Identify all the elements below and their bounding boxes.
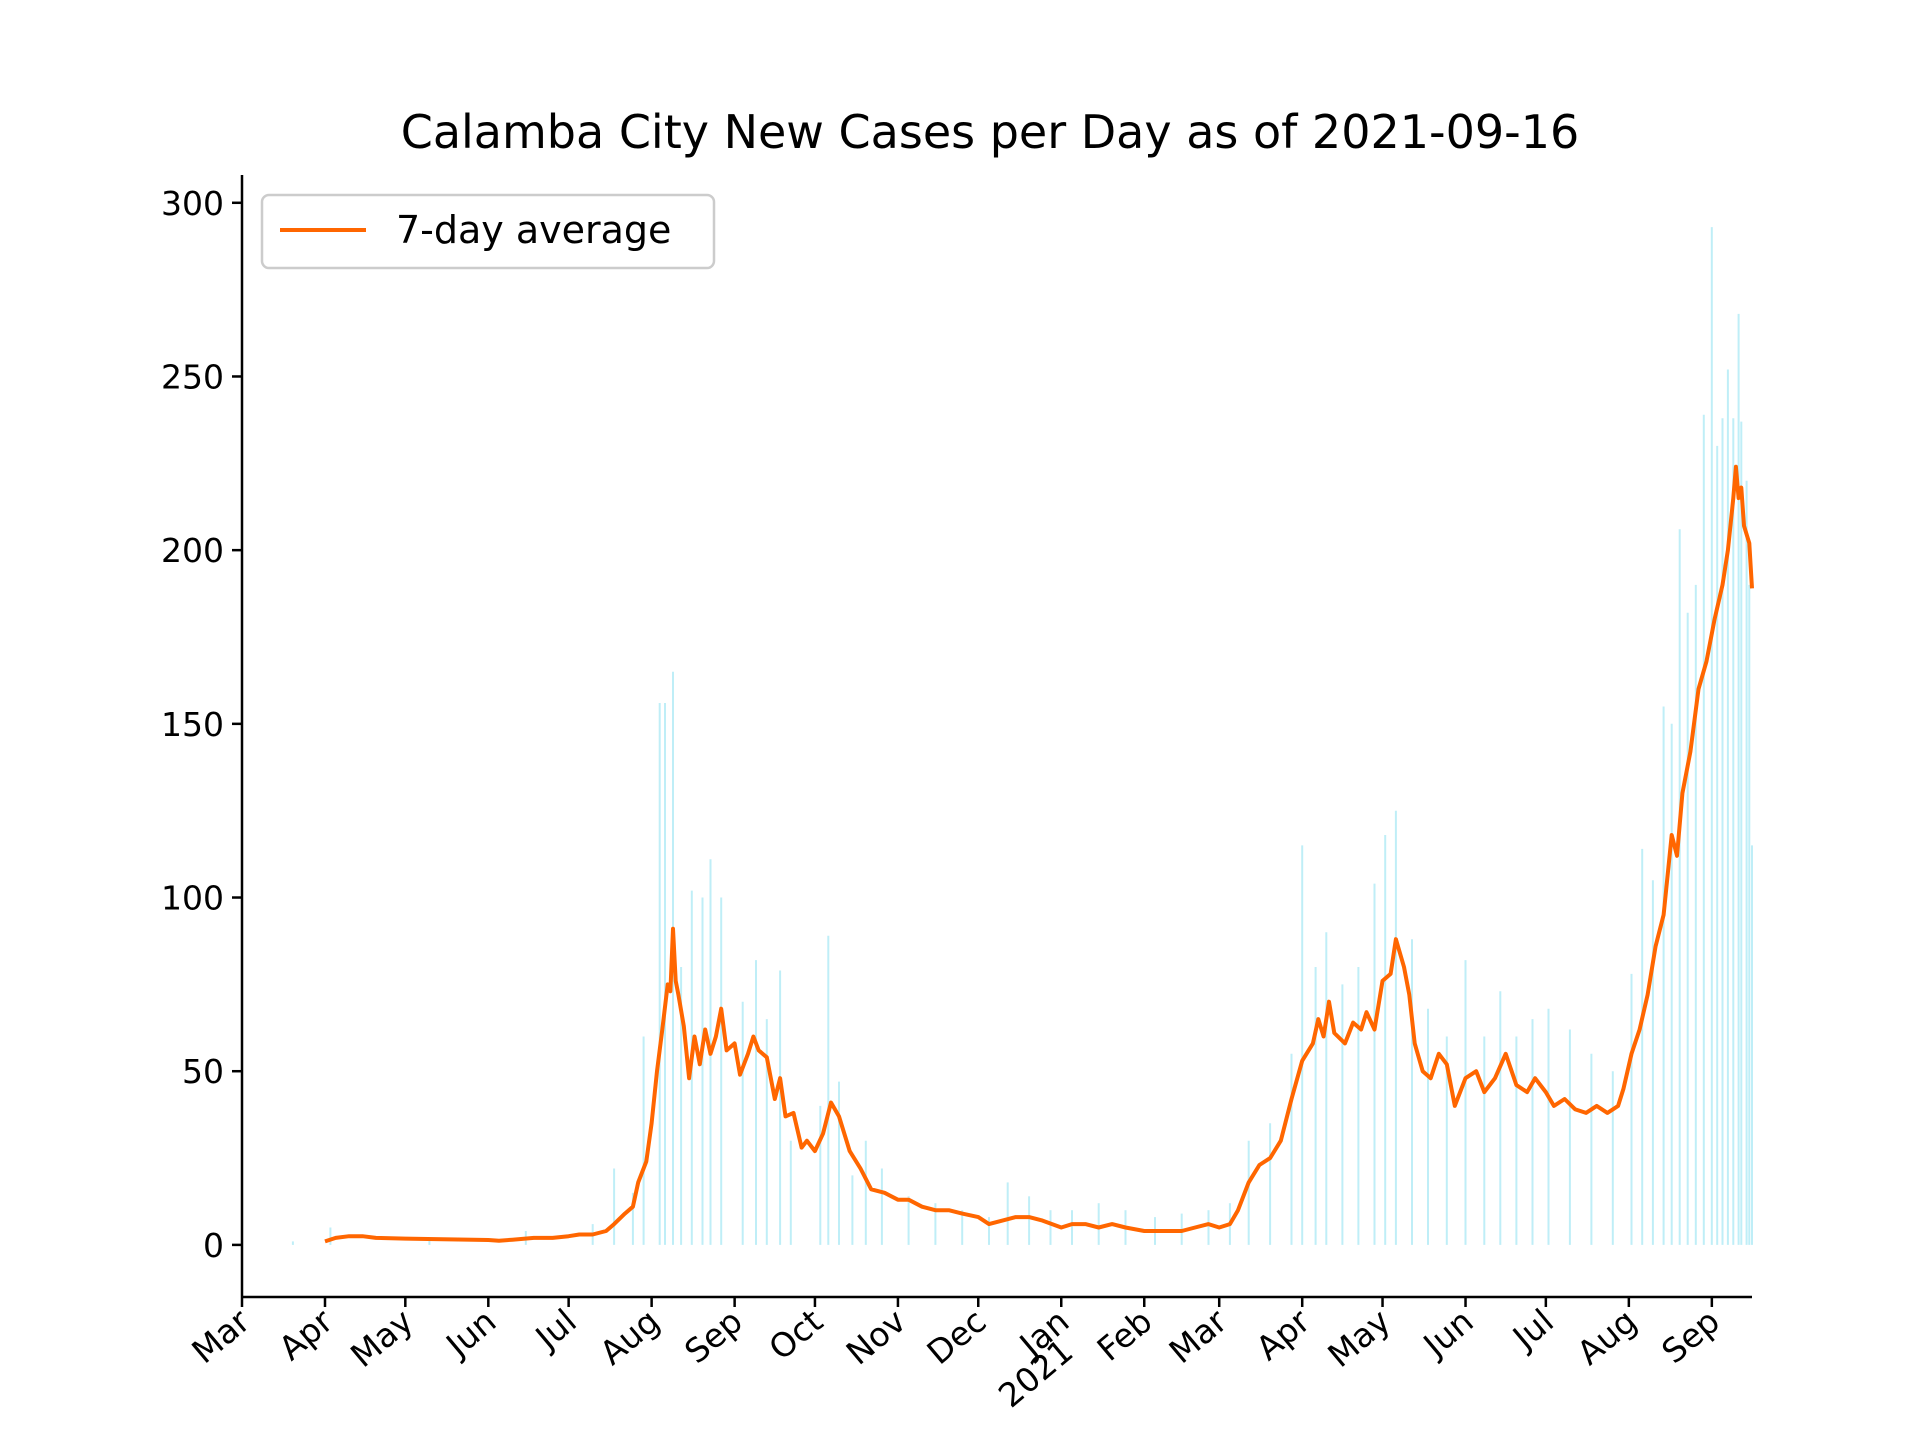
average-line-layer [324, 464, 1754, 1244]
y-tick-label: 250 [161, 357, 224, 396]
y-tick-label: 300 [161, 184, 224, 223]
y-tick-label: 50 [182, 1052, 224, 1091]
series-line-7-day-average [324, 464, 1754, 1244]
y-tick-label: 200 [161, 531, 224, 570]
y-tick-label: 100 [161, 879, 224, 918]
y-tick-label: 0 [203, 1226, 224, 1265]
y-tick-label: 150 [161, 705, 224, 744]
legend: 7-day average [260, 193, 716, 270]
chart-title: Calamba City New Cases per Day as of 202… [401, 105, 1580, 159]
legend-label-7-day-average: 7-day average [396, 208, 671, 252]
legend-box [260, 193, 716, 270]
